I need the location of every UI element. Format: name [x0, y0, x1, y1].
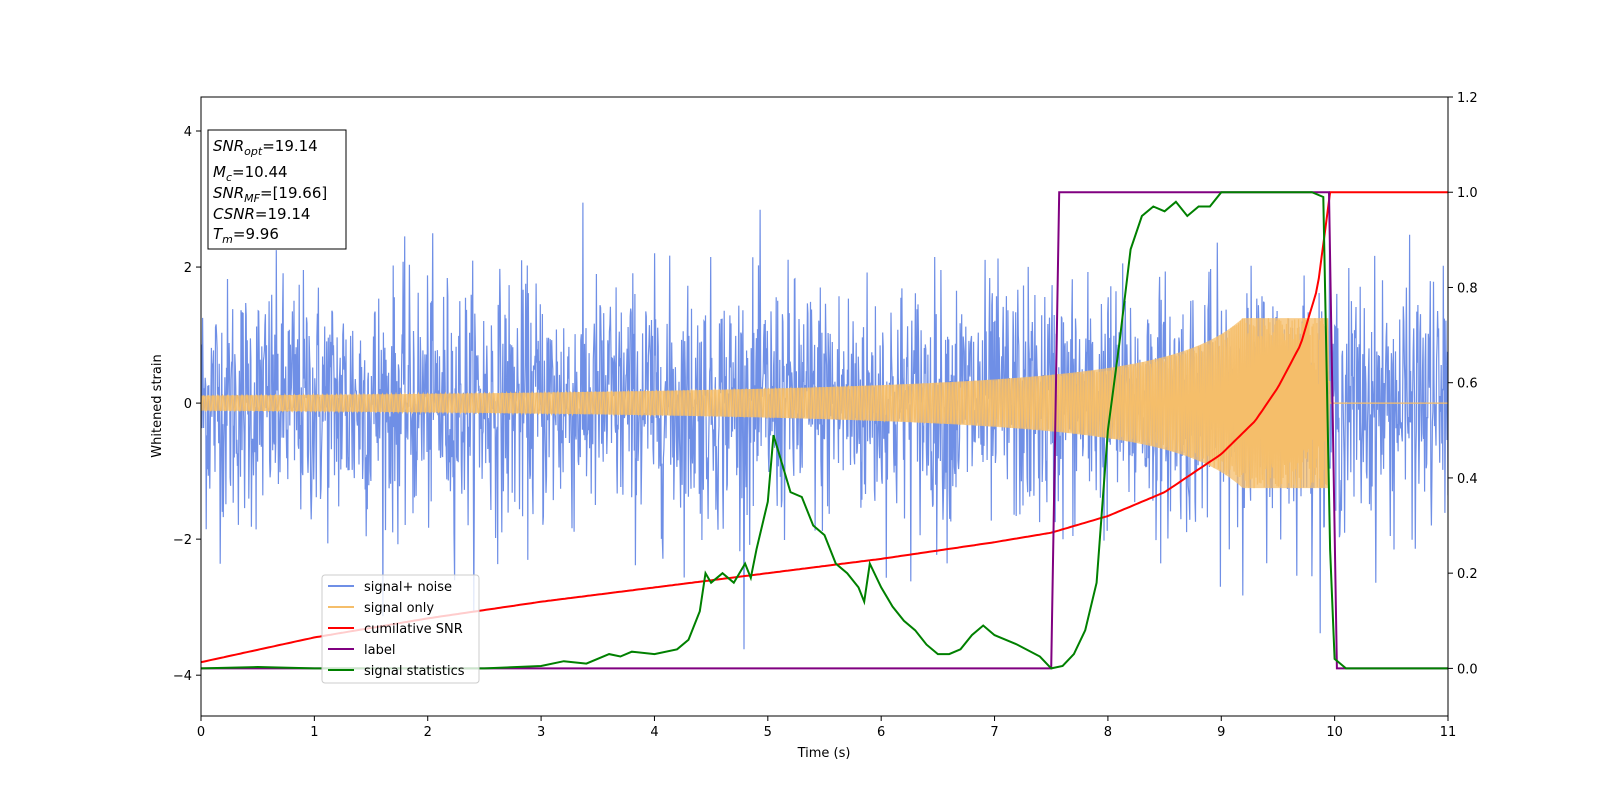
info-snr-opt: SNRopt=19.14: [213, 137, 318, 158]
x-tick-label: 2: [424, 725, 432, 740]
y-left-tick-label: 2: [184, 261, 192, 276]
x-axis-label: Time (s): [797, 746, 851, 761]
signal-statistics-line: [201, 191, 1448, 670]
y-right-tick-label: 1.0: [1457, 186, 1478, 201]
info-tm: Tm=9.96: [213, 225, 279, 246]
x-tick-label: 11: [1440, 725, 1457, 740]
plot-frame: [200, 96, 1449, 717]
y-left-tick-label: −2: [173, 533, 192, 548]
y-right-tick-label: 0.6: [1457, 377, 1478, 392]
y-right-tick-label: 0.4: [1457, 472, 1478, 487]
y-axis-right: 0.0 0.2 0.4 0.6 0.8 1.0 1.2: [1448, 91, 1478, 677]
y-right-tick-label: 0.2: [1457, 567, 1478, 582]
info-box-frame: [207, 129, 347, 250]
legend-label-label: label: [364, 643, 395, 658]
legend-label-signal: signal only: [364, 601, 434, 616]
x-axis: 0 1 2 3 4 5 6 7 8 9 10 11: [197, 716, 1456, 740]
x-tick-label: 5: [764, 725, 772, 740]
x-tick-label: 1: [310, 725, 318, 740]
x-tick-label: 3: [537, 725, 545, 740]
x-tick-label: 6: [877, 725, 885, 740]
signal-series: [201, 318, 1448, 489]
legend-label-snr: cumilative SNR: [364, 622, 463, 637]
y-right-tick-label: 0.8: [1457, 281, 1478, 296]
x-tick-label: 9: [1217, 725, 1225, 740]
y-right-tick-label: 0.0: [1457, 662, 1478, 677]
signal-line: [201, 318, 1448, 489]
x-tick-label: 7: [990, 725, 998, 740]
y-right-tick-label: 1.2: [1457, 91, 1478, 106]
y-left-tick-label: 4: [184, 125, 192, 140]
legend-label-noise: signal+ noise: [364, 580, 452, 595]
x-tick-label: 0: [197, 725, 205, 740]
info-csnr: CSNR=19.14: [213, 205, 310, 223]
legend: signal+ noise signal only cumilative SNR…: [321, 574, 480, 684]
legend-label-stat: signal statistics: [364, 664, 465, 679]
y-left-tick-label: −4: [173, 669, 192, 684]
info-box: SNRopt=19.14 Mc=10.44 SNRMF=[19.66] CSNR…: [207, 129, 347, 250]
info-mc: Mc=10.44: [213, 163, 288, 184]
info-snr-mf: SNRMF=[19.66]: [213, 184, 327, 205]
x-tick-label: 10: [1326, 725, 1343, 740]
x-tick-label: 4: [650, 725, 658, 740]
y-left-tick-label: 0: [184, 397, 192, 412]
legend-frame: [321, 574, 480, 684]
x-tick-label: 8: [1104, 725, 1112, 740]
y-axis-left: −4 −2 0 2 4: [173, 125, 201, 684]
y-axis-label: Whitened strain: [150, 354, 165, 457]
